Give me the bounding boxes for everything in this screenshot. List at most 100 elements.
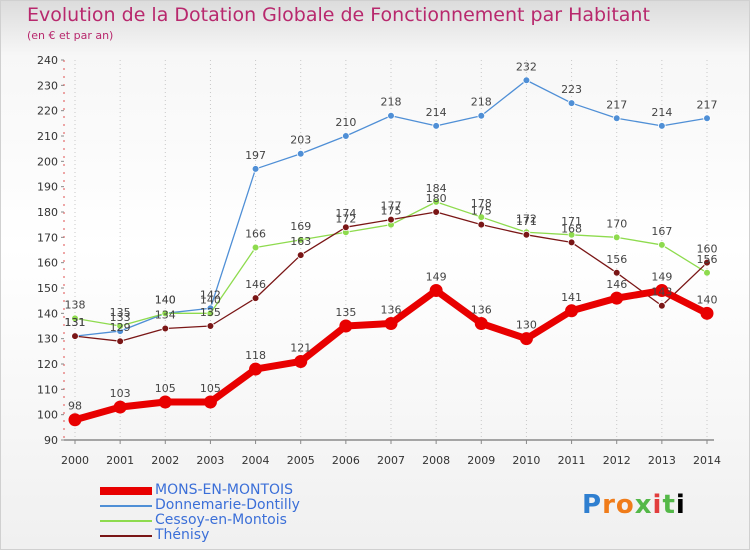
data-point xyxy=(68,413,82,427)
data-label: 135 xyxy=(110,306,131,319)
data-point xyxy=(116,322,124,330)
data-point xyxy=(206,309,215,318)
data-label: 146 xyxy=(606,278,627,291)
data-point xyxy=(522,76,531,85)
data-label: 160 xyxy=(697,243,718,256)
data-label: 214 xyxy=(651,106,672,119)
data-point xyxy=(477,111,486,120)
data-label: 103 xyxy=(110,387,131,400)
data-point xyxy=(432,198,440,206)
data-label: 138 xyxy=(65,298,86,311)
x-tick-label: 2003 xyxy=(196,454,224,467)
data-label: 140 xyxy=(200,293,221,306)
data-label: 142 xyxy=(200,288,221,301)
data-point xyxy=(251,294,260,302)
data-label: 135 xyxy=(200,306,221,319)
data-point xyxy=(655,284,669,298)
data-point xyxy=(703,268,711,277)
data-point xyxy=(251,243,260,252)
data-point xyxy=(432,122,440,130)
y-tick-label: 120 xyxy=(37,358,58,371)
y-tick-label: 200 xyxy=(37,155,58,168)
data-point xyxy=(249,362,263,376)
data-label: 223 xyxy=(561,83,582,96)
data-point xyxy=(342,223,350,232)
data-label: 184 xyxy=(426,182,447,195)
x-tick-label: 2000 xyxy=(61,454,89,467)
data-label: 167 xyxy=(651,225,672,238)
data-label: 232 xyxy=(516,60,537,73)
x-tick-label: 2013 xyxy=(648,454,676,467)
data-point xyxy=(567,238,576,247)
data-point xyxy=(432,208,440,216)
data-point xyxy=(477,213,486,221)
data-label: 171 xyxy=(516,215,537,228)
data-point xyxy=(658,122,666,130)
x-tick-label: 2014 xyxy=(693,454,721,467)
data-point xyxy=(387,215,395,224)
data-point xyxy=(474,316,488,330)
data-label: 140 xyxy=(155,293,176,306)
data-point xyxy=(567,99,576,107)
data-point xyxy=(206,322,215,330)
legend-swatch xyxy=(100,520,152,522)
data-point xyxy=(113,400,127,414)
chart-title: Evolution de la Dotation Globale de Fonc… xyxy=(27,4,650,26)
y-tick-label: 150 xyxy=(37,282,58,295)
data-label: 168 xyxy=(561,222,582,235)
y-tick-label: 170 xyxy=(37,231,58,244)
data-label: 105 xyxy=(155,382,176,395)
data-label: 178 xyxy=(471,197,492,210)
data-point xyxy=(294,354,308,368)
data-label: 218 xyxy=(471,96,492,109)
data-label: 203 xyxy=(290,134,311,147)
data-point xyxy=(700,306,714,320)
data-label: 217 xyxy=(697,98,718,111)
data-label: 163 xyxy=(290,235,311,248)
data-label: 130 xyxy=(516,319,537,332)
data-label: 175 xyxy=(471,205,492,218)
proxiti-logo: Proxiti xyxy=(582,490,686,520)
data-label: 143 xyxy=(651,286,672,299)
data-label: 140 xyxy=(155,293,176,306)
data-label: 141 xyxy=(561,291,582,304)
data-point xyxy=(116,337,124,346)
data-label: 135 xyxy=(335,306,356,319)
data-label: 166 xyxy=(245,227,266,240)
data-label: 129 xyxy=(110,321,131,334)
data-label: 175 xyxy=(381,205,402,218)
chart-subtitle: (en € et par an) xyxy=(27,29,114,42)
y-tick-label: 130 xyxy=(37,333,58,346)
legend-label: Cessoy-en-Montois xyxy=(155,512,287,528)
y-tick-label: 230 xyxy=(37,79,58,92)
data-point xyxy=(71,314,79,323)
x-tick-label: 2005 xyxy=(287,454,315,467)
data-label: 133 xyxy=(110,311,131,324)
legend-label: Donnemarie-Dontilly xyxy=(155,497,300,513)
y-tick-label: 90 xyxy=(44,434,58,447)
data-point xyxy=(703,258,711,267)
data-point xyxy=(384,316,398,330)
data-label: 218 xyxy=(381,96,402,109)
y-tick-label: 140 xyxy=(37,307,58,320)
data-label: 146 xyxy=(245,278,266,291)
data-label: 149 xyxy=(651,271,672,284)
legend-swatch xyxy=(100,535,152,537)
data-label: 170 xyxy=(606,217,627,230)
data-label: 134 xyxy=(155,309,176,322)
data-point xyxy=(296,236,305,244)
data-point xyxy=(703,114,711,123)
legend-label: Thénisy xyxy=(155,527,210,543)
data-point xyxy=(71,332,79,340)
data-point xyxy=(387,111,395,120)
data-label: 136 xyxy=(471,303,492,316)
data-label: 172 xyxy=(335,212,356,225)
legend-swatch xyxy=(100,487,152,495)
x-tick-label: 2006 xyxy=(332,454,360,467)
y-tick-label: 240 xyxy=(37,54,58,67)
data-label: 156 xyxy=(697,253,718,266)
data-point xyxy=(342,132,350,140)
data-label: 105 xyxy=(200,382,221,395)
data-point xyxy=(519,332,533,346)
data-label: 172 xyxy=(516,212,537,225)
